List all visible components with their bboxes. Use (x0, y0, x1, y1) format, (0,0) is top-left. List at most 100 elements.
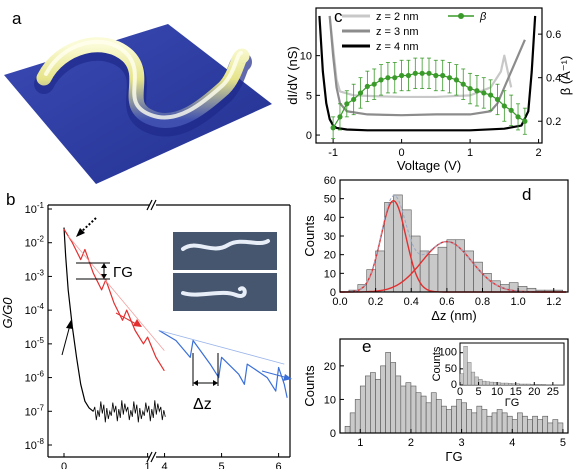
d-bar (473, 261, 483, 293)
legend-label-z4: z = 4 nm (376, 41, 419, 53)
chart-c-ticks: -1 0 1 2 0 5 10 0.2 0.4 0.6 (300, 29, 562, 159)
chart-c-legend: z = 2 nm z = 3 nm z = 4 nm β (342, 11, 487, 53)
e-bar (522, 415, 528, 434)
c-ytick-right-label: 0.2 (546, 116, 561, 128)
chart-c-ylabel-right: β (Å⁻¹) (558, 56, 573, 96)
e-bar (385, 352, 391, 434)
e-xtick-label: 2 (408, 437, 414, 449)
b-axis-break (146, 451, 153, 463)
beta-point (364, 83, 370, 89)
b-ytick-label: 10-4 (25, 302, 45, 317)
e-bar (441, 405, 447, 434)
inset-bar (493, 382, 498, 386)
e-bar (486, 415, 493, 434)
chart-c-frame (315, 7, 543, 144)
e-bar (481, 409, 488, 434)
b-ytick-label: 10-5 (25, 336, 45, 351)
beta-point (474, 88, 480, 94)
e-xtick-label: 5 (560, 437, 566, 449)
dotted-arrow-head (76, 228, 85, 237)
e-bar (375, 378, 381, 434)
panel-a: a (0, 0, 280, 185)
inset-ytick-label: 50 (445, 363, 457, 375)
panel-letter-c: c (334, 7, 343, 26)
beta-point (426, 70, 432, 76)
panel-letter-a: a (12, 9, 22, 28)
didv-line-3nm (328, 15, 526, 117)
d-ytick-label: 40 (324, 212, 336, 224)
d-xtick-label: 0.0 (332, 296, 347, 308)
d-bar (446, 239, 457, 293)
e-bar (410, 385, 417, 434)
e-bar (354, 399, 361, 434)
inset-bar (511, 383, 516, 386)
e-bar (365, 375, 371, 434)
inset-bar (485, 381, 490, 386)
legend-label-z3: z = 3 nm (376, 26, 419, 38)
panel-letter-b: b (6, 190, 15, 209)
panel-d: 0.0 0.2 0.4 0.6 0.8 1.0 1.2 0 10 20 30 40 50 60 d Δz … (300, 172, 577, 327)
beta-point (419, 70, 425, 76)
e-bar (547, 422, 554, 434)
beta-point (351, 96, 357, 103)
chart-d-svg: 0.0 0.2 0.4 0.6 0.8 1.0 1.2 0 10 20 30 40 50 60 d Δz … (302, 175, 569, 323)
d-xtick-label: 1.2 (546, 296, 561, 308)
c-ytick-right-label: 0.4 (546, 73, 561, 85)
inset-bar (504, 382, 509, 386)
e-bar (359, 385, 366, 434)
d-ytick-label: 0 (330, 287, 336, 299)
chart-c-svg: -1 0 1 2 0 5 10 0.2 0.4 0.6 c Voltage (V) dI/dV (… (285, 7, 573, 173)
black-up-arrow-head (66, 320, 73, 329)
beta-point (378, 77, 384, 83)
inset-bar (489, 381, 494, 386)
beta-point (357, 90, 364, 96)
gamma-label: ΓG (113, 264, 133, 281)
inset-bar (537, 384, 542, 386)
e-bar (471, 412, 478, 434)
inset-bar (530, 384, 535, 386)
c-xtick-label: 0 (399, 147, 405, 159)
e-bar (552, 419, 559, 434)
b-axis-break (146, 199, 153, 211)
inset-xtick-label: 25 (547, 386, 559, 398)
trace-blue (158, 329, 288, 398)
chart-e-marks (344, 352, 564, 434)
d-ytick-label: 50 (324, 194, 336, 206)
d-xtick-label: 0.6 (439, 296, 454, 308)
beta-point (501, 103, 507, 109)
b-xtick-label: 0 (61, 461, 67, 469)
e-bar (506, 415, 513, 434)
inset-image-1 (173, 232, 277, 270)
inset-bar (482, 380, 487, 386)
trace-red-guide (67, 235, 165, 351)
e-bar (349, 412, 356, 434)
d-bar (437, 246, 448, 293)
blue-arrow (261, 370, 289, 379)
e-bar (390, 362, 397, 434)
e-bar (446, 409, 452, 434)
d-ytick-label: 10 (324, 268, 336, 280)
surface-ridge-highlight (44, 39, 243, 120)
beta-point (453, 77, 459, 83)
chart-b-insets (173, 232, 277, 311)
chart-b-marks (63, 227, 288, 423)
trace-black-noise (92, 400, 166, 423)
b-axis-break (150, 199, 157, 211)
inset-xtick-label: 20 (528, 386, 540, 398)
panel-a-svg: a (4, 9, 272, 184)
e-ytick-label: 10 (324, 394, 336, 406)
e-bar (542, 415, 549, 434)
c-xtick-label: -1 (328, 147, 338, 159)
beta-point (405, 72, 412, 79)
inset-bar (522, 383, 528, 386)
c-ytick-right-label: 0.6 (546, 29, 561, 41)
d-ytick-label: 60 (324, 175, 336, 187)
inset-bar (459, 373, 464, 386)
blue-arrow-head (283, 374, 292, 381)
inset-bar (463, 346, 468, 386)
beta-point (494, 96, 501, 103)
e-xtick-label: 1 (357, 437, 363, 449)
e-bar (501, 412, 508, 434)
e-ytick-label: 0 (330, 428, 336, 440)
b-ytick-label: 10-7 (25, 403, 45, 418)
